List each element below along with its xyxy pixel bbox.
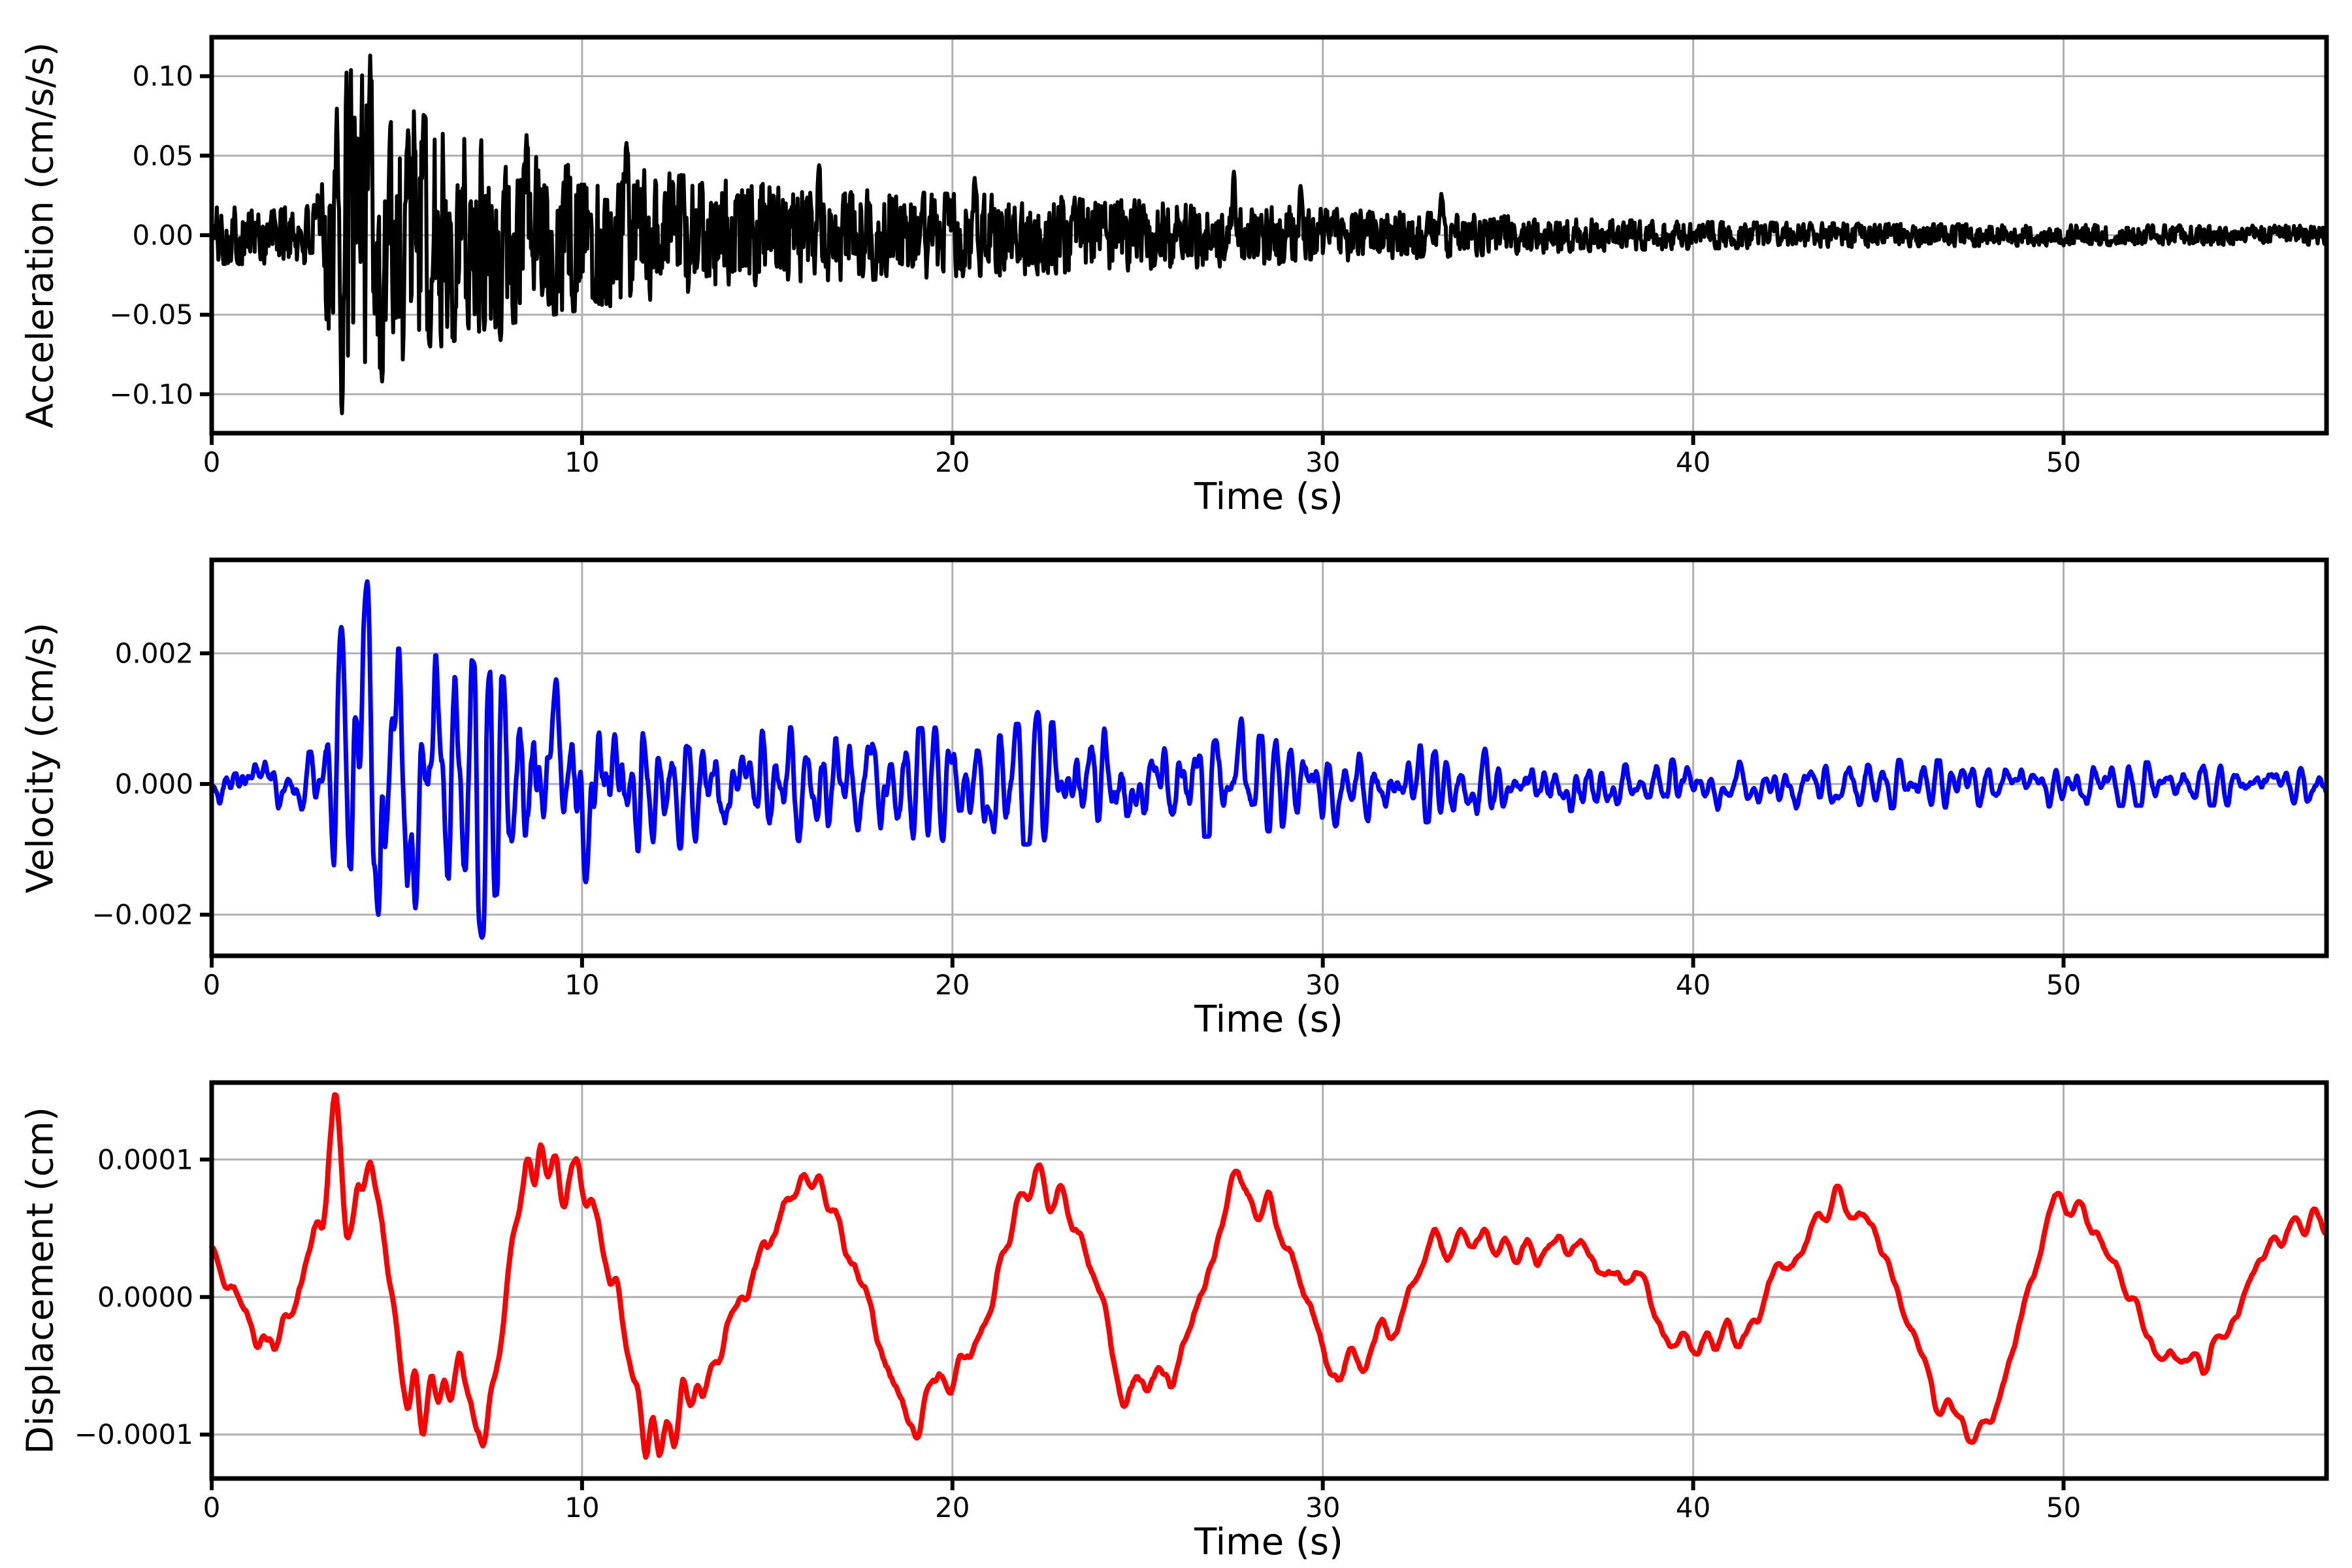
displacement-waveform	[209, 1092, 2328, 1460]
plot-frame	[209, 557, 2329, 958]
x-tick-label: 50	[2046, 446, 2081, 478]
velocity-y-axis-label: Velocity (cm/s)	[19, 622, 62, 894]
displacement-y-axis-label: Displacement (cm)	[19, 1107, 62, 1454]
y-tick-label: 0.0000	[97, 1281, 193, 1313]
acceleration-y-axis-label: Acceleration (cm/s/s)	[19, 42, 62, 429]
x-tick-label: 50	[2046, 969, 2081, 1001]
x-tick-label: 0	[203, 969, 221, 1001]
y-tick-label: 0.002	[115, 638, 193, 670]
x-tick-label: 40	[1676, 446, 1710, 478]
y-tick-label: −0.10	[109, 378, 193, 410]
y-tick-label: 0.0001	[97, 1143, 193, 1175]
x-tick-label: 20	[935, 446, 970, 478]
subplot-acceleration: 0 10 20 30 40 50 0.10 0.05 0.00 −0.05 −0.10 Accele…	[0, 0, 2352, 523]
x-tick-label: 20	[935, 1492, 970, 1524]
displacement-x-axis-label: Time (s)	[1194, 1521, 1343, 1563]
x-tick-label: 0	[203, 1492, 221, 1524]
x-tick-label: 10	[564, 446, 599, 478]
plot-frame	[209, 1080, 2329, 1481]
acceleration-x-axis-label: Time (s)	[1194, 476, 1343, 518]
x-tick-label: 50	[2046, 1492, 2081, 1524]
x-tick-label: 30	[1305, 446, 1340, 478]
velocity-x-axis-label: Time (s)	[1194, 998, 1343, 1041]
x-tick-label: 40	[1676, 969, 1710, 1001]
y-tick-label: 0.05	[132, 140, 193, 172]
y-tick-label: −0.002	[92, 899, 193, 931]
y-tick-label: −0.05	[109, 299, 193, 331]
x-tick-label: 20	[935, 969, 970, 1001]
x-tick-label: 10	[564, 969, 599, 1001]
velocity-waveform	[209, 579, 2329, 940]
x-tick-label: 10	[564, 1492, 599, 1524]
subplot-velocity: 0 10 20 30 40 50 0.002 0.000 −0.002 Velocity (cm…	[0, 523, 2352, 1045]
y-tick-label: −0.0001	[74, 1418, 193, 1450]
y-tick-label: 0.000	[115, 768, 193, 800]
y-tick-label: 0.00	[132, 220, 193, 252]
x-tick-label: 30	[1305, 969, 1340, 1001]
y-tick-label: 0.10	[132, 60, 193, 92]
acceleration-waveform	[210, 54, 2328, 416]
acceleration-plot: 0 10 20 30 40 50 0.10 0.05 0.00 −0.05 −0.10	[109, 35, 2329, 478]
subplot-displacement: 0 10 20 30 40 50 0.0001 0.0000 −0.0001 Displacem…	[0, 1045, 2352, 1568]
plot-frame	[209, 35, 2329, 436]
x-tick-label: 40	[1676, 1492, 1710, 1524]
x-tick-label: 30	[1305, 1492, 1340, 1524]
x-tick-label: 0	[203, 446, 221, 478]
velocity-plot: 0 10 20 30 40 50 0.002 0.000 −0.002	[92, 557, 2329, 1001]
displacement-plot: 0 10 20 30 40 50 0.0001 0.0000 −0.0001	[74, 1080, 2329, 1524]
